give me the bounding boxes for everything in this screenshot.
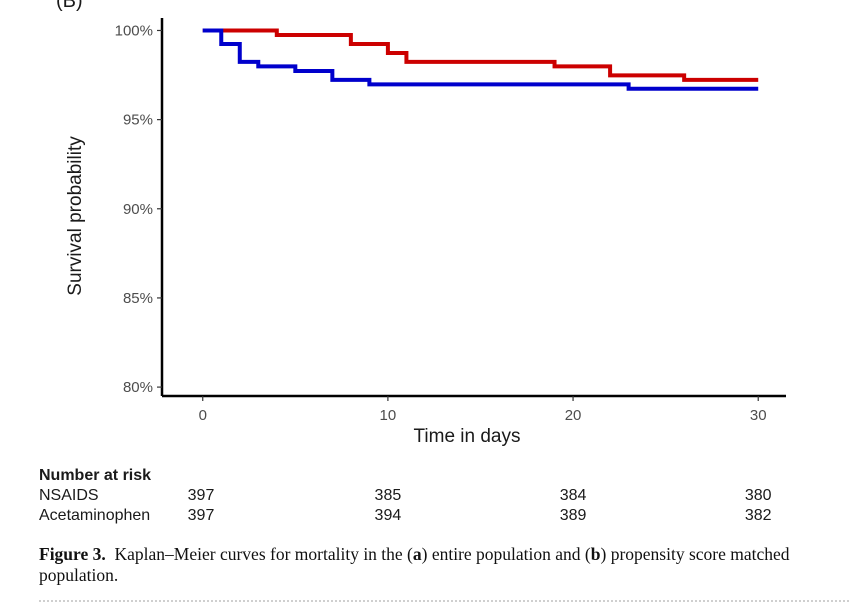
y-tick-label: 95% [123,112,153,129]
risk-value: 382 [744,507,772,524]
x-tick-label: 20 [565,407,582,424]
caption-a: a [412,544,422,564]
risk-value: 385 [374,487,402,504]
y-tick-label: 85% [123,290,153,307]
x-tick-label: 30 [750,407,767,424]
y-axis-title: Survival probability [65,136,86,296]
series-line-acetaminophen [202,28,759,91]
km-chart: (B) 80% 85% 90% 95% 100% 0 10 20 30 Survival pr… [56,0,786,447]
figure-caption: Figure 3. Kaplan–Meier curves for mortal… [39,544,849,586]
survival-curves [202,28,759,91]
caption-text-2: ) entire population and ( [421,544,591,564]
x-axis-title: Time in days [414,426,521,447]
risk-value: 389 [559,507,587,524]
caption-label: Figure 3. [39,544,106,564]
y-tick-label: 90% [123,201,153,218]
y-tick-label: 100% [115,22,153,39]
risk-value: 394 [374,507,402,524]
caption-text-3: ) propensity score matched population. [39,544,790,585]
risk-value: 397 [187,507,215,524]
risk-value: 384 [559,487,587,504]
risk-row-label: Acetaminophen [39,507,151,524]
caption-b: b [590,544,601,564]
caption-text-1: Kaplan–Meier curves for mortality in the… [114,544,413,564]
x-tick-label: 10 [380,407,397,424]
risk-row-label: NSAIDS [39,487,99,504]
y-tick-label: 80% [123,379,153,396]
risk-value: 397 [187,487,215,504]
separator-line [39,600,849,602]
x-tick-label: 0 [199,407,207,424]
risk-value: 380 [744,487,772,504]
panel-label: (B) [56,0,83,12]
y-axis: 80% 85% 90% 95% 100% [115,18,164,396]
series-line-nsaids [202,28,759,82]
risk-table-title: Number at risk [39,467,152,484]
x-axis: 0 10 20 30 [162,394,786,424]
